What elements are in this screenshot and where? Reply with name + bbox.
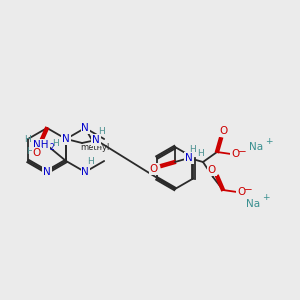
Text: O: O xyxy=(150,164,158,174)
Text: Na: Na xyxy=(249,142,263,152)
Text: H: H xyxy=(198,148,204,158)
Text: NH: NH xyxy=(33,140,49,150)
Text: methyl: methyl xyxy=(98,146,103,148)
Text: N: N xyxy=(92,135,100,145)
Text: N: N xyxy=(81,123,89,133)
Text: O: O xyxy=(219,126,227,136)
Text: +: + xyxy=(262,194,270,202)
Text: methyl: methyl xyxy=(80,143,110,152)
Text: H: H xyxy=(87,158,94,166)
Text: N: N xyxy=(43,167,51,177)
Text: H: H xyxy=(24,134,30,143)
Text: −: − xyxy=(244,185,252,195)
Text: −: − xyxy=(238,147,246,157)
Text: +: + xyxy=(265,136,273,146)
Text: N: N xyxy=(81,167,89,177)
Text: H: H xyxy=(26,148,32,157)
Text: 2: 2 xyxy=(50,143,54,152)
Text: O: O xyxy=(237,187,245,197)
Text: Na: Na xyxy=(246,199,260,209)
Text: H: H xyxy=(98,127,104,136)
Text: H: H xyxy=(189,145,195,154)
Text: N: N xyxy=(62,134,70,144)
Text: O: O xyxy=(231,149,239,159)
Text: N: N xyxy=(185,153,193,163)
Text: O: O xyxy=(208,165,216,175)
Text: H: H xyxy=(52,139,58,148)
Text: O: O xyxy=(33,148,41,158)
